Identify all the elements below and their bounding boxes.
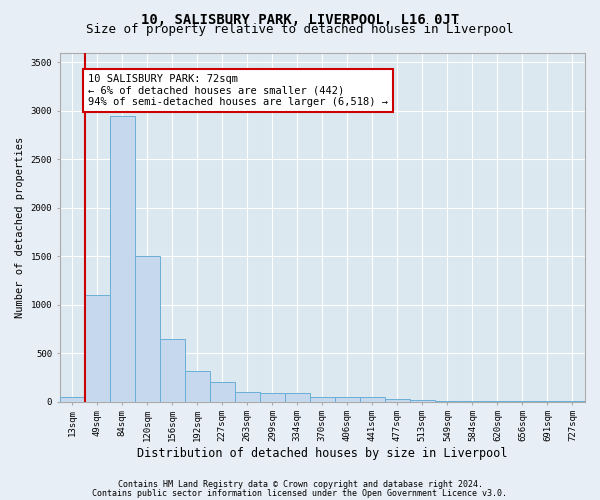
Bar: [110, 116, 135, 402]
Bar: [435, 401, 460, 402]
Bar: [59, 396, 85, 402]
Bar: [460, 401, 485, 402]
Bar: [135, 256, 160, 402]
Bar: [285, 394, 310, 402]
Bar: [185, 370, 210, 402]
Y-axis label: Number of detached properties: Number of detached properties: [15, 136, 25, 318]
Bar: [210, 382, 235, 402]
Bar: [310, 396, 335, 402]
Bar: [385, 400, 410, 402]
Text: 10 SALISBURY PARK: 72sqm
← 6% of detached houses are smaller (442)
94% of semi-d: 10 SALISBURY PARK: 72sqm ← 6% of detache…: [88, 74, 388, 107]
Bar: [360, 397, 385, 402]
Bar: [160, 338, 185, 402]
Text: Contains public sector information licensed under the Open Government Licence v3: Contains public sector information licen…: [92, 488, 508, 498]
Bar: [85, 295, 110, 402]
Bar: [335, 397, 360, 402]
Text: Size of property relative to detached houses in Liverpool: Size of property relative to detached ho…: [86, 22, 514, 36]
Bar: [260, 393, 285, 402]
Text: 10, SALISBURY PARK, LIVERPOOL, L16 0JT: 10, SALISBURY PARK, LIVERPOOL, L16 0JT: [141, 12, 459, 26]
Bar: [410, 400, 435, 402]
Bar: [235, 392, 260, 402]
Text: Contains HM Land Registry data © Crown copyright and database right 2024.: Contains HM Land Registry data © Crown c…: [118, 480, 482, 489]
X-axis label: Distribution of detached houses by size in Liverpool: Distribution of detached houses by size …: [137, 447, 508, 460]
